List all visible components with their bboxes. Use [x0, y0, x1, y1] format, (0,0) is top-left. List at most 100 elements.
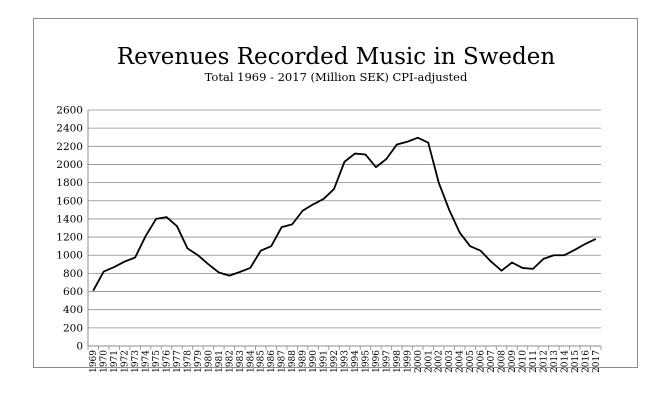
x-tick-label: 2004: [456, 350, 466, 373]
series-group: [92, 136, 597, 292]
x-tick-label: 1971: [110, 350, 120, 373]
y-tick-label: 600: [63, 286, 83, 298]
x-tick-label: 1995: [361, 350, 371, 373]
x-tick-label: 1977: [173, 350, 183, 373]
data-point: [406, 141, 408, 143]
data-point: [249, 267, 251, 269]
y-tick-label: 2600: [56, 105, 83, 117]
data-point: [270, 245, 272, 247]
y-tick-label: 800: [63, 268, 83, 280]
x-tick-label: 1969: [89, 350, 99, 373]
x-tick-label: 2003: [445, 350, 455, 373]
data-point: [291, 223, 293, 225]
data-point: [511, 261, 513, 263]
data-point: [479, 249, 481, 251]
y-tick-label: 2400: [56, 123, 83, 135]
y-tick-label: 1000: [56, 250, 83, 262]
x-tick-label: 2014: [560, 350, 570, 373]
data-point: [458, 231, 460, 233]
data-point: [186, 247, 188, 249]
x-tick-label: 1981: [215, 350, 225, 373]
x-tick-label: 1990: [309, 350, 319, 373]
chart-title: Revenues Recorded Music in Sweden: [117, 44, 555, 70]
x-tick-label: 2000: [414, 350, 424, 373]
y-tick-label: 1200: [56, 232, 83, 244]
y-tick-label: 200: [63, 322, 83, 334]
x-tick-label: 1986: [267, 350, 277, 373]
data-point: [301, 210, 303, 212]
x-tick-label: 1980: [204, 350, 214, 373]
x-tick-label: 1983: [236, 350, 246, 373]
x-tick-label: 1988: [288, 350, 298, 373]
data-point: [563, 254, 565, 256]
x-tick-label: 1994: [351, 350, 361, 373]
x-tick-label: 1991: [320, 350, 330, 373]
data-point: [574, 249, 576, 251]
data-point: [260, 249, 262, 251]
y-tick-label: 2200: [56, 141, 83, 153]
data-point: [322, 198, 324, 200]
data-point: [280, 226, 282, 228]
data-point: [364, 153, 366, 155]
x-tick-label: 1970: [100, 350, 110, 373]
x-tick-label: 1974: [142, 350, 152, 373]
y-tick-label: 0: [76, 341, 83, 353]
data-point: [385, 158, 387, 160]
data-point: [396, 143, 398, 145]
x-tick-label: 1985: [257, 350, 267, 373]
data-point: [427, 141, 429, 143]
x-tick-label: 2016: [581, 350, 591, 373]
x-tick-label: 1996: [372, 350, 382, 373]
x-tick-label: 2008: [498, 350, 508, 373]
x-tick-label: 2010: [518, 350, 528, 373]
data-point: [521, 267, 523, 269]
x-tick-label: 2013: [550, 350, 560, 373]
x-axis-tick-labels: 1969 1970 1971 1972 1973 1974 1975 1976 1977 1978…: [89, 350, 602, 373]
data-point: [490, 260, 492, 262]
series-line: [92, 136, 597, 292]
data-point: [417, 136, 419, 138]
x-tick-label: 1975: [152, 350, 162, 373]
x-tick-label: 2001: [424, 350, 434, 373]
x-tick-label: 1993: [341, 350, 351, 373]
x-tick-label: 1982: [225, 350, 235, 373]
data-point: [375, 166, 377, 168]
data-point: [343, 161, 345, 163]
data-point: [123, 260, 125, 262]
y-tick-label: 1400: [56, 213, 83, 225]
x-tick-label: 1979: [194, 350, 204, 373]
chart-subtitle: Total 1969 - 2017 (Million SEK) CPI-adju…: [205, 70, 468, 84]
data-point: [228, 274, 230, 276]
data-point: [155, 218, 157, 220]
data-point: [92, 289, 94, 291]
x-tick-label: 2011: [529, 350, 539, 373]
x-tick-label: 2007: [487, 350, 497, 373]
data-point: [532, 268, 534, 270]
data-point: [553, 254, 555, 256]
data-point: [333, 188, 335, 190]
x-tick-label: 1989: [299, 350, 309, 373]
data-point: [595, 238, 597, 240]
x-tick-label: 2005: [466, 350, 476, 373]
data-point: [239, 271, 241, 273]
data-point: [438, 181, 440, 183]
x-tick-label: 1978: [183, 350, 193, 373]
x-tick-label: 1973: [131, 350, 141, 373]
y-tick-label: 2000: [56, 159, 83, 171]
data-point: [469, 245, 471, 247]
x-tick-label: 1997: [382, 350, 392, 373]
chart-frame: [33, 18, 638, 368]
data-point: [197, 254, 199, 256]
y-tick-label: 1600: [56, 195, 83, 207]
data-point: [584, 243, 586, 245]
x-tick-label: 1992: [330, 350, 340, 373]
x-tick-label: 1998: [393, 350, 403, 373]
x-tick-label: 2015: [571, 350, 581, 373]
data-point: [144, 235, 146, 237]
x-tick-label: 2009: [508, 350, 518, 373]
axes: [87, 110, 602, 350]
data-point: [134, 256, 136, 258]
x-tick-label: 1984: [246, 350, 256, 373]
data-point: [165, 216, 167, 218]
